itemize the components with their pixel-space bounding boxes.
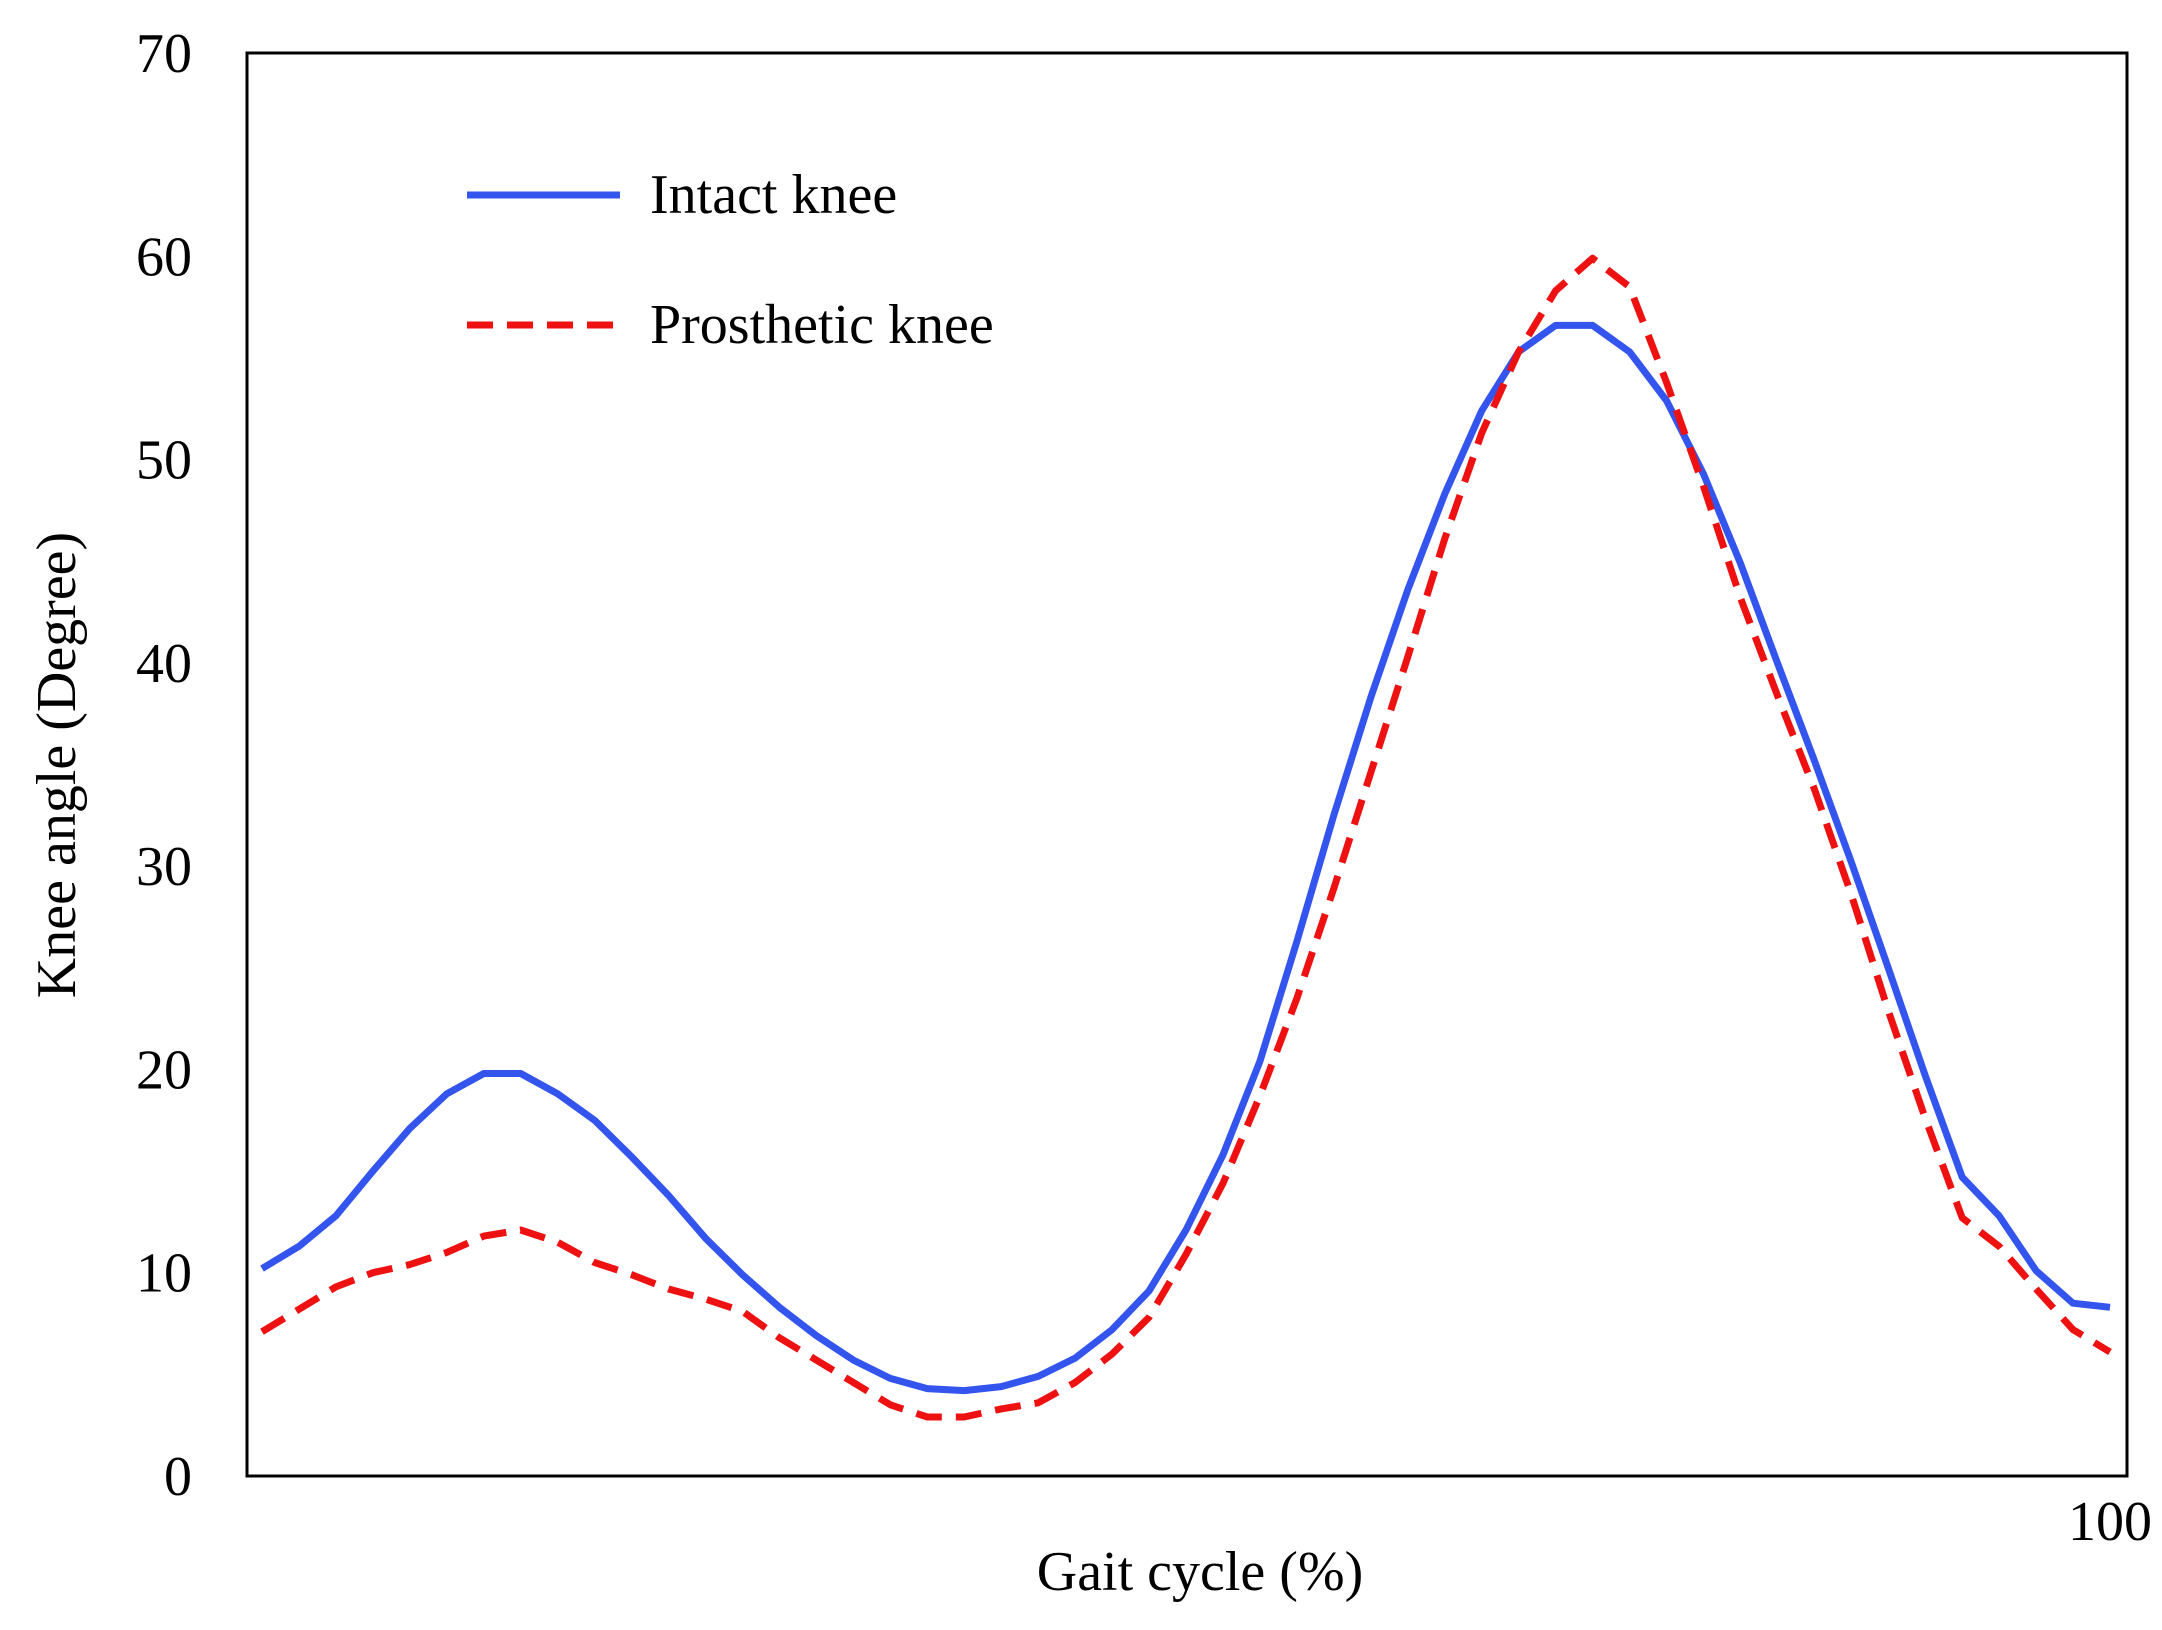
plot-frame [245,51,2129,1478]
y-tick-label-30: 30 [136,836,192,898]
y-tick-label-20: 20 [136,1039,192,1101]
y-axis-ticks: 0 10 20 30 40 50 60 70 [136,23,192,1508]
y-tick-label-60: 60 [136,226,192,288]
legend-label-prosthetic-knee: Prosthetic knee [650,294,994,356]
y-tick-label-0: 0 [164,1446,192,1508]
y-tick-label-70: 70 [136,23,192,85]
x-axis-ticks: 100 [2068,1491,2152,1553]
series-lines [260,254,2112,1421]
x-tick-label-100: 100 [2068,1491,2152,1553]
legend: Intact knee Prosthetic knee [467,164,994,356]
y-tick-label-40: 40 [136,633,192,695]
y-tick-label-10: 10 [136,1243,192,1305]
y-tick-label-50: 50 [136,430,192,492]
series-line-prosthetic-knee [260,254,2112,1421]
x-axis-title: Gait cycle (%) [1037,1541,1363,1603]
series-line-intact-knee [260,321,2111,1395]
legend-label-intact-knee: Intact knee [650,164,897,226]
y-axis-title: Knee angle (Degree) [26,532,88,998]
